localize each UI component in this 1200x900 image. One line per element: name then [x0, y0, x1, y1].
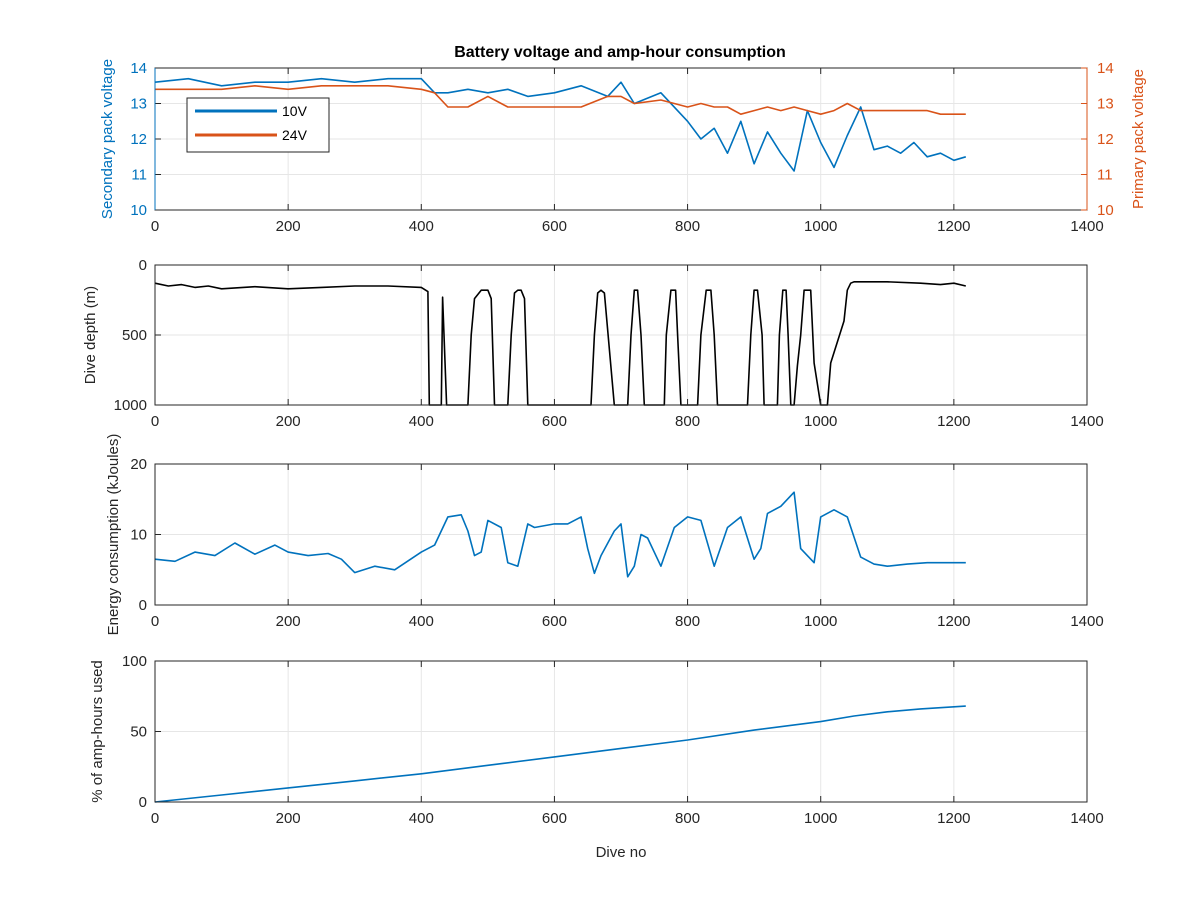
right-y-tick-label: 13 — [1097, 96, 1114, 113]
y-tick-label: 1000 — [114, 397, 147, 414]
x-tick-label: 1000 — [804, 413, 837, 430]
x-tick-label: 800 — [675, 613, 700, 630]
x-tick-label: 800 — [675, 413, 700, 430]
y-tick-label: 14 — [130, 60, 147, 77]
x-tick-label: 200 — [276, 613, 301, 630]
y-tick-label: 100 — [122, 653, 147, 670]
x-tick-label: 600 — [542, 413, 567, 430]
legend-box — [186, 97, 330, 153]
x-tick-label: 1000 — [804, 218, 837, 235]
x-tick-label: 600 — [542, 218, 567, 235]
y-tick-label: 0 — [139, 794, 147, 811]
x-tick-label: 1200 — [937, 810, 970, 827]
x-tick-label: 200 — [276, 810, 301, 827]
legend: 10V 24V — [186, 97, 330, 153]
panel-energy: 0 200 400 600 800 1000 1200 1400 0 10 20 Energy con… — [105, 434, 1104, 636]
series-line-10v — [154, 77, 967, 172]
x-tick-label: 400 — [409, 810, 434, 827]
y-axis-label: Dive depth (m) — [82, 286, 99, 384]
y-axis-label: Energy consumption (kJoules) — [105, 434, 122, 636]
y-tick-label: 0 — [139, 257, 147, 274]
x-tick-label: 1400 — [1070, 413, 1103, 430]
y-axis-label: % of amp-hours used — [89, 660, 106, 803]
right-axis-label: Primary pack voltage — [1130, 69, 1147, 209]
x-tick-label: 400 — [409, 413, 434, 430]
y-axis-label: Secondary pack voltage — [99, 59, 116, 219]
panel-depth: 0 200 400 600 800 1000 1200 1400 0 500 1000 Dive de… — [82, 257, 1104, 430]
y-tick-label: 13 — [130, 96, 147, 113]
x-tick-label: 0 — [151, 810, 159, 827]
legend-label: 24V — [282, 127, 308, 143]
series-line-amphours — [154, 705, 966, 803]
x-tick-label: 1400 — [1070, 613, 1103, 630]
x-tick-label: 200 — [276, 413, 301, 430]
x-tick-label: 800 — [675, 218, 700, 235]
series-line-24v — [155, 85, 966, 115]
x-tick-label: 0 — [151, 413, 159, 430]
x-tick-label: 200 — [276, 218, 301, 235]
x-tick-label: 800 — [675, 810, 700, 827]
x-tick-label: 1200 — [937, 613, 970, 630]
x-tick-label: 600 — [542, 613, 567, 630]
y-tick-label: 10 — [130, 202, 147, 219]
y-tick-label: 11 — [131, 167, 147, 184]
chart-title: Battery voltage and amp-hour consumption — [454, 44, 786, 61]
panel-voltage: 0 200 400 600 800 1000 1200 1400101112131410111… — [99, 59, 1147, 235]
x-tick-label: 0 — [151, 613, 159, 630]
y-tick-label: 0 — [139, 597, 147, 614]
x-tick-label: 400 — [409, 218, 434, 235]
right-y-tick-label: 11 — [1097, 167, 1113, 184]
x-tick-label: 400 — [409, 613, 434, 630]
x-tick-label: 1000 — [804, 613, 837, 630]
y-tick-label: 500 — [122, 327, 147, 344]
x-tick-label: 1200 — [937, 218, 970, 235]
legend-label: 10V — [282, 103, 308, 119]
y-tick-label: 20 — [130, 456, 147, 473]
x-tick-label: 1200 — [937, 413, 970, 430]
right-y-tick-label: 12 — [1097, 131, 1114, 148]
x-tick-label: 1000 — [804, 810, 837, 827]
x-tick-label: 1400 — [1070, 810, 1103, 827]
right-y-tick-label: 14 — [1097, 60, 1114, 77]
y-tick-label: 50 — [130, 724, 147, 741]
x-tick-label: 0 — [151, 218, 159, 235]
panel-amphours: 0 200 400 600 800 1000 1200 1400 0 50 100 % of amp-… — [89, 653, 1104, 861]
x-tick-label: 600 — [542, 810, 567, 827]
x-axis-label: Dive no — [596, 844, 647, 861]
series-line-energy — [154, 491, 966, 578]
right-y-tick-label: 10 — [1097, 202, 1114, 219]
axes-layer: 0 200 400 600 800 1000 1200 1400101112131410111… — [82, 59, 1147, 861]
y-tick-label: 12 — [130, 131, 147, 148]
x-tick-label: 1400 — [1070, 218, 1103, 235]
y-tick-label: 10 — [130, 527, 147, 544]
